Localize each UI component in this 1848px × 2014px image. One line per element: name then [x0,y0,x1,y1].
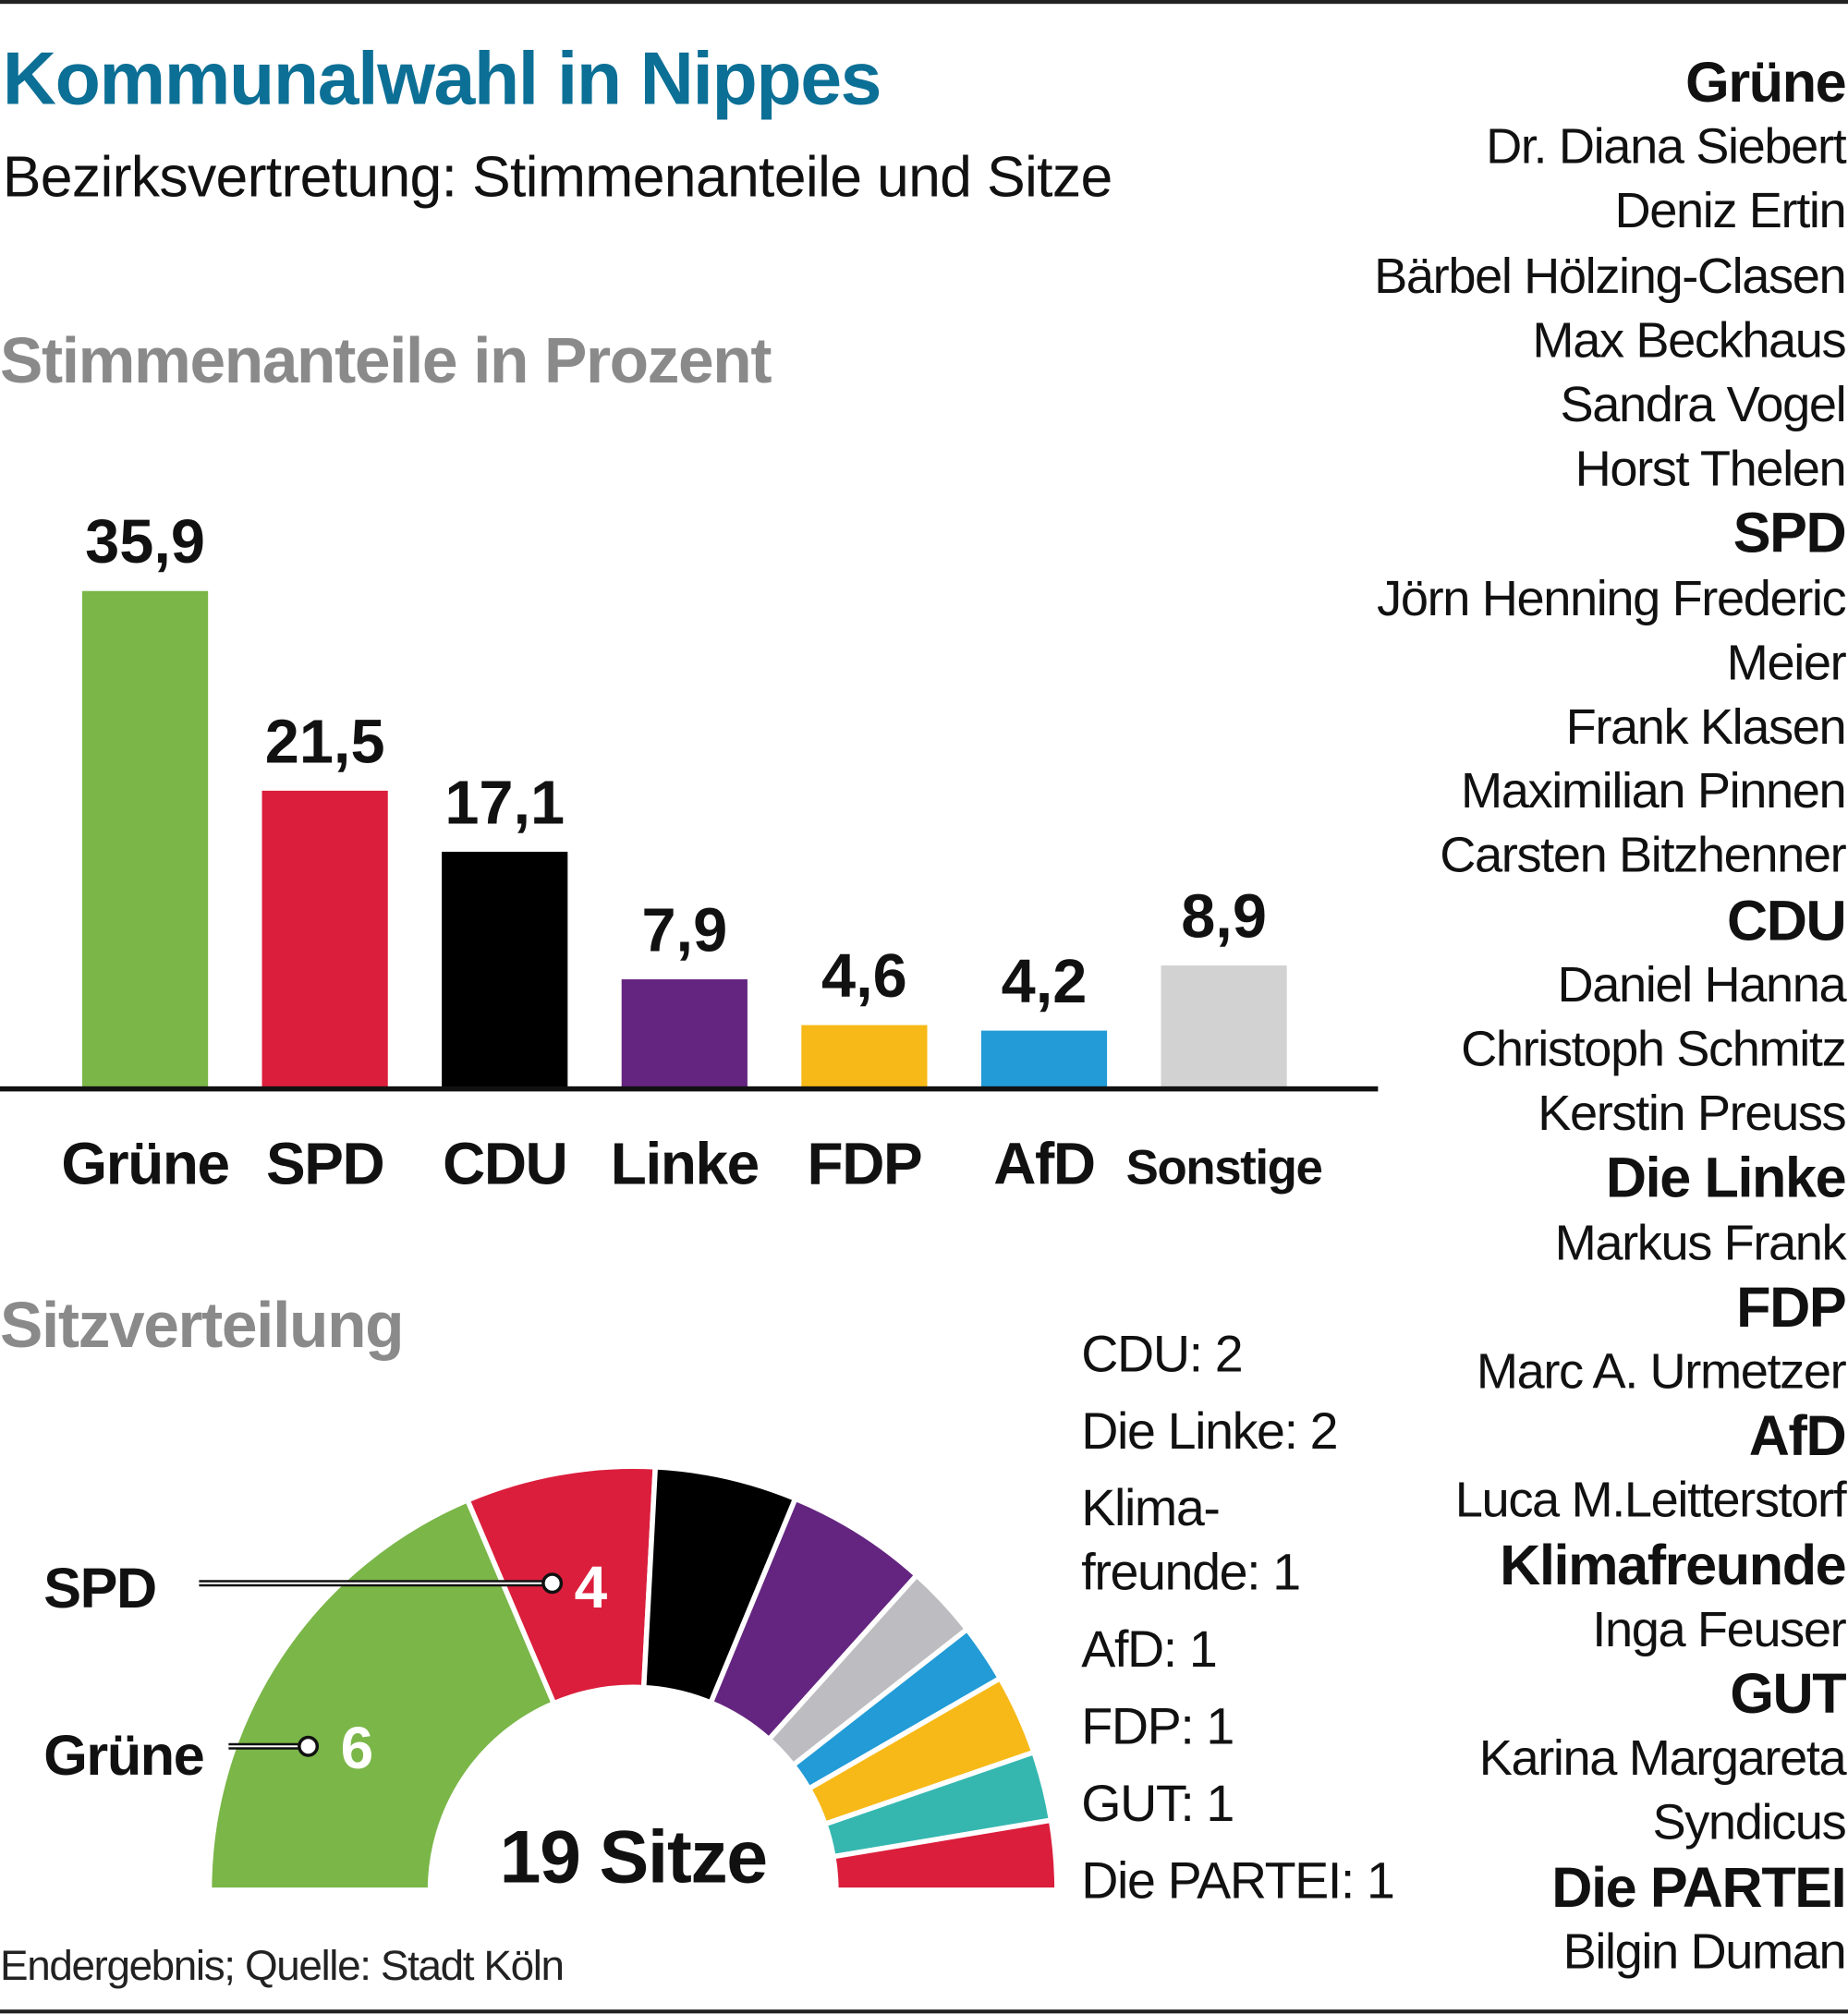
bar-fdp [801,1025,928,1089]
bar-value-label: 4,2 [1002,948,1088,1016]
total-seats-label: 19 Sitze [500,1816,767,1899]
legend-item: Die PARTEI: 1 [1081,1852,1395,1910]
category-label: Linke [611,1130,759,1196]
bar-linke [621,979,748,1089]
candidate-party-heading: Klimafreunde [1500,1534,1847,1597]
legend-item: Die Linke: 2 [1081,1403,1338,1461]
bar-gruene [81,590,209,1089]
candidate-name: Marc A. Urmetzer [1476,1344,1847,1401]
bar-value-label: 4,6 [821,942,907,1011]
bar-value-label: 7,9 [641,896,727,965]
bar-value-label: 21,5 [265,708,385,776]
candidate-list: Grüne Dr. Diana Siebert Deniz Ertin Bärbel … [1374,51,1847,1985]
callout-dot [541,1572,564,1595]
seat-segment-die-partei [830,1817,1060,1893]
legend-item: CDU: 2 [1081,1326,1243,1383]
bar-chart-title: Stimmenanteile in Prozent [0,324,772,397]
category-label: Grüne [61,1130,228,1196]
callout-seat-count: 6 [341,1715,374,1781]
legend-item: GUT: 1 [1081,1776,1234,1833]
legend-item: FDP: 1 [1081,1698,1234,1755]
callout-party-label: SPD [43,1557,156,1620]
candidate-name: Daniel Hanna [1557,957,1846,1013]
bar-spd [261,790,388,1089]
seat-segment-gruene [206,1497,558,1893]
candidate-name: Sandra Vogel [1560,377,1846,433]
category-label: FDP [808,1130,922,1196]
candidate-name: Dr. Diana Siebert [1486,119,1847,176]
legend-item: AfD: 1 [1081,1621,1218,1679]
candidate-name: Inga Feuser [1592,1602,1846,1658]
candidate-name: Bärbel Hölzing-Clasen [1374,249,1847,304]
candidate-name: Max Beckhaus [1532,312,1846,369]
bottom-rule [0,2009,1848,2014]
bar-afd [980,1030,1108,1089]
category-label: CDU [443,1130,566,1196]
candidate-party-heading: Die Linke [1605,1147,1847,1210]
candidate-party-heading: AfD [1748,1404,1847,1469]
callout-seat-count: 4 [575,1554,608,1620]
bar-value-label: 17,1 [444,769,565,837]
candidate-party-heading: FDP [1736,1276,1847,1340]
source-note: Endergebnis; Quelle: Stadt Köln [0,1941,565,1989]
candidate-name: Frank Klasen [1565,699,1847,756]
bar-value-label: 8,9 [1181,882,1267,951]
callout-party-label: Grüne [43,1724,203,1787]
candidate-party-heading: SPD [1732,503,1847,566]
bar-cdu [442,851,568,1089]
candidate-name: Carsten Bitzhenner [1440,829,1846,884]
x-axis-line [0,1086,1379,1092]
category-label: Sonstige [1126,1140,1322,1195]
candidate-name: Horst Thelen [1574,442,1847,498]
candidate-name: Luca M.Leitterstorf [1454,1473,1847,1529]
candidate-party-heading: GUT [1730,1663,1846,1727]
seat-chart-title: Sitzverteilung [0,1289,405,1362]
candidate-party-heading: CDU [1726,889,1847,952]
callout-dot [298,1735,320,1757]
page-title: Kommunalwahl in Nippes [2,37,882,121]
category-label: AfD [993,1130,1094,1196]
candidate-party-heading: Die PARTEI [1551,1856,1846,1920]
top-rule [0,0,1848,5]
candidate-name: Maximilian Pinnen [1461,764,1847,820]
candidate-name: Markus Frank [1554,1215,1847,1271]
candidate-name: Deniz Ertin [1614,184,1846,240]
candidate-name: Jörn Henning Frederic Meier [1377,570,1847,691]
seat-legend: CDU: 2 Die Linke: 2 Klima- freunde: 1 AfD: … [1081,1316,1395,1920]
legend-item: Klima- freunde: 1 [1081,1480,1301,1602]
candidate-name: Karina Margareta Syndicus [1478,1730,1847,1851]
candidate-name: Christoph Schmitz [1461,1022,1847,1078]
candidate-name: Bilgin Duman [1562,1924,1847,1981]
candidate-name: Kerstin Preuss [1538,1086,1846,1142]
page-subtitle: Bezirksvertretung: Stimmenanteile und Si… [2,143,1112,210]
category-label: SPD [266,1130,383,1196]
candidate-party-heading: Grüne [1685,51,1847,115]
bar-sonstige [1161,965,1287,1089]
bar-value-label: 35,9 [85,508,205,576]
